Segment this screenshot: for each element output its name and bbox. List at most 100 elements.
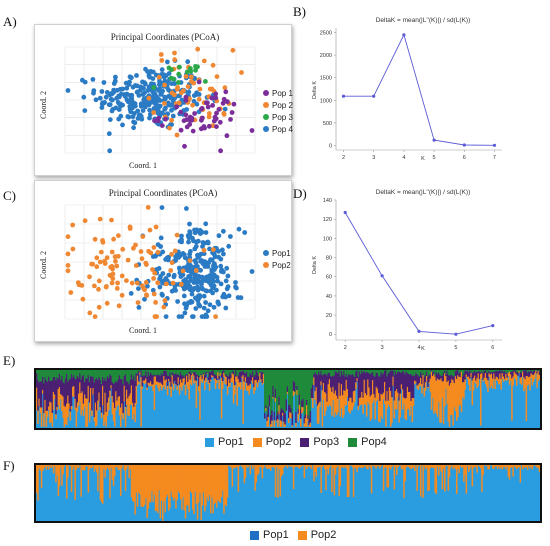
structure-e-bar-pop3 [272,385,274,397]
c-point-pop2 [180,268,186,274]
structure-f-bar-pop2 [357,465,360,468]
structure-e-bar-pop3 [115,381,117,392]
structure-e-bar-pop3 [441,375,444,382]
structure-f-bar-pop2 [358,465,361,467]
structure-e-bar-pop4 [352,370,355,376]
structure-f-bar-pop2 [181,465,183,510]
structure-e-bar-pop2 [51,412,54,427]
a-point-pop4 [157,103,163,109]
b-ytick-label: 1500 [320,76,332,82]
structure-e-bar-pop3 [44,377,46,400]
structure-f-bar-pop2 [237,465,240,492]
structure-e-bar-pop2 [200,375,202,381]
structure-e-bar-pop3 [361,370,363,393]
structure-e-bar-pop4 [508,370,511,372]
structure-e-bar-pop2 [315,387,318,405]
structure-e-bar-pop2 [519,377,522,384]
c-point-pop1 [216,248,222,254]
structure-e-bar-pop3 [188,371,190,374]
structure-e-bar-pop4 [73,370,75,376]
structure-e-bar-pop4 [516,370,518,373]
structure-e-bar-pop2 [489,374,492,388]
structure-e-bar-pop4 [284,370,286,414]
c-point-pop2 [113,258,118,264]
structure-f-bar-pop2 [222,465,224,491]
structure-e-bar-pop3 [127,382,129,399]
structure-e-bar-pop2 [402,389,404,410]
structure-f-bar-pop2 [211,465,213,498]
structure-e-bar-pop3 [193,372,195,376]
structure-e-bar-pop4 [298,370,301,395]
structure-e-bar-pop4 [411,370,414,376]
structure-e-bar-pop3 [64,378,67,407]
a-point-pop4 [168,95,174,101]
c-point-pop2 [65,263,71,268]
structure-e-bar-pop2 [91,410,93,416]
structure-e-bar-pop4 [448,370,451,376]
structure-e-bar-pop2 [210,379,212,382]
b-xtick-label: 6 [463,155,466,161]
c-point-pop1 [192,227,197,233]
structure-e-bar-pop4 [399,370,402,373]
a-point-pop4 [147,107,152,113]
a-point-pop3 [188,66,193,71]
structure-e-bar-pop3 [466,370,469,377]
b-series-line [343,33,495,146]
structure-e-bar-pop2 [58,387,61,410]
a-point-pop1 [184,124,190,130]
structure-e-bar-pop2 [118,396,121,416]
structure-e-bar-pop4 [434,370,436,376]
structure-f-bar-pop2 [496,465,499,470]
c-point-pop1 [193,244,199,249]
structure-e-bar-pop2 [361,392,363,405]
c-point-pop2 [120,246,126,252]
structure-e-bar-pop3 [340,370,343,385]
structure-f-bar-pop2 [189,465,192,492]
legend-a-marker-2 [263,114,269,120]
structure-e-bar-pop3 [476,371,478,379]
structure-f-bar-pop2 [126,465,128,470]
legend-f-pop2: Pop2 [297,529,336,541]
a-point-pop1 [206,123,212,129]
structure-f-bar-pop2 [319,465,321,467]
structure-f-bar-pop2 [102,465,104,504]
structure-e-bar-pop3 [406,373,409,387]
structure-e-bar-pop3 [528,371,530,378]
structure-e-bar-pop2 [189,379,192,384]
structure-e-bar-pop3 [180,372,182,380]
structure-e-bar-pop3 [54,377,56,395]
structure-e-bar-pop2 [48,406,50,410]
structure-e-bar-pop4 [321,370,324,376]
structure-e-bar-pop2 [292,390,295,397]
structure-bars-f [36,465,540,521]
structure-e-bar-pop2 [381,394,384,419]
structure-f-bar-pop2 [447,465,450,491]
a-point-pop4 [100,100,105,106]
structure-e-bar-pop4 [286,370,289,387]
structure-f-bar-pop2 [183,465,186,511]
chart-a-ylabel: Coord. 2 [39,91,48,119]
structure-f-bar-pop2 [439,465,441,468]
structure-e-bar-pop3 [42,376,44,391]
structure-e-bar-pop4 [229,370,231,373]
structure-f-bar-pop2 [266,465,268,469]
structure-e-bar-pop3 [206,372,208,374]
structure-e-bar-pop3 [56,377,58,407]
structure-e-bar-pop3 [45,380,48,412]
structure-e-bar-pop2 [67,395,69,418]
structure-e-bar-pop3 [512,370,514,377]
c-point-pop2 [97,259,103,265]
c-point-pop2 [154,314,159,319]
structure-e-bar-pop2 [198,386,200,392]
structure-e-bar-pop3 [243,372,246,382]
c-point-pop1 [208,257,213,263]
structure-e-bar-pop4 [110,370,112,376]
structure-f-bar-pop2 [162,465,164,521]
structure-f-bar-pop2 [368,465,370,466]
structure-f-bar-pop2 [120,465,122,496]
structure-f-bar-pop2 [351,465,354,468]
structure-e-bar-pop4 [435,370,438,373]
c-point-pop1 [196,301,202,307]
a-point-pop4 [113,74,118,80]
c-point-pop1 [214,287,219,293]
